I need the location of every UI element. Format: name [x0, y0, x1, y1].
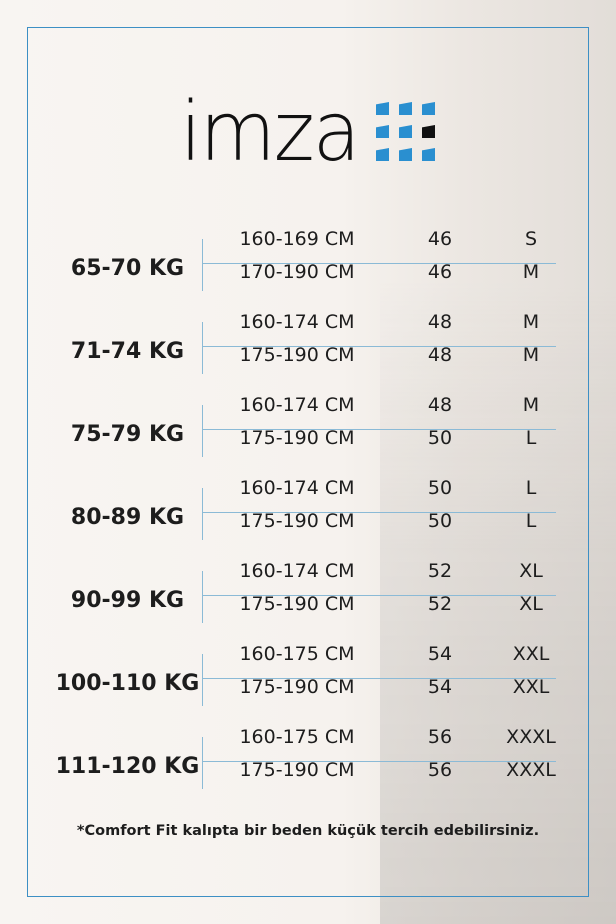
logo-square — [376, 148, 389, 161]
size-number: 50 — [427, 427, 453, 449]
divider-vertical — [202, 239, 203, 291]
size-letter: M — [522, 344, 540, 366]
size-letter: L — [525, 477, 537, 499]
weight-range: 100-110 KG — [55, 671, 200, 696]
size-letter: XXXL — [506, 726, 556, 748]
height-range: 160-175 CM — [239, 643, 355, 665]
height-range: 160-175 CM — [239, 726, 355, 748]
height-range: 175-190 CM — [239, 676, 355, 698]
divider-horizontal — [202, 512, 556, 513]
weight-group: 90-99 KG 160-174 CM 52 XL 175-190 CM 52 X… — [0, 560, 616, 637]
height-range: 160-174 CM — [239, 311, 355, 333]
logo-square — [376, 125, 389, 138]
logo-square — [422, 125, 435, 138]
logo-square — [422, 102, 435, 115]
size-number: 52 — [427, 593, 453, 615]
divider-vertical — [202, 322, 203, 374]
size-number: 56 — [427, 759, 453, 781]
size-number: 46 — [427, 228, 453, 250]
weight-range: 71-74 KG — [70, 339, 185, 364]
frame-border — [27, 27, 589, 897]
weight-group: 111-120 KG 160-175 CM 56 XXXL 175-190 CM … — [0, 726, 616, 803]
weight-range: 111-120 KG — [55, 754, 200, 779]
divider-vertical — [202, 488, 203, 540]
height-range: 160-174 CM — [239, 477, 355, 499]
weight-group: 65-70 KG 160-169 CM 46 S 170-190 CM 46 M — [0, 228, 616, 305]
weight-range: 65-70 KG — [70, 256, 185, 281]
divider-horizontal — [202, 678, 556, 679]
divider-horizontal — [202, 761, 556, 762]
weight-group: 75-79 KG 160-174 CM 48 M 175-190 CM 50 L — [0, 394, 616, 471]
height-range: 170-190 CM — [239, 261, 355, 283]
height-range: 175-190 CM — [239, 344, 355, 366]
height-range: 160-174 CM — [239, 394, 355, 416]
logo-square — [399, 102, 412, 115]
logo-square — [422, 148, 435, 161]
size-letter: XXL — [512, 643, 550, 665]
size-letter: L — [525, 510, 537, 532]
logo-grid-icon — [376, 102, 436, 162]
size-letter: XL — [519, 593, 543, 615]
divider-vertical — [202, 405, 203, 457]
size-number: 48 — [427, 344, 453, 366]
logo-square — [399, 125, 412, 138]
imza-logo: imza — [180, 85, 368, 180]
logo-square — [376, 102, 389, 115]
weight-group: 71-74 KG 160-174 CM 48 M 175-190 CM 48 M — [0, 311, 616, 388]
size-number: 48 — [427, 394, 453, 416]
divider-vertical — [202, 654, 203, 706]
divider-horizontal — [202, 429, 556, 430]
logo-square — [399, 148, 412, 161]
weight-range: 80-89 KG — [70, 505, 185, 530]
model-photo-background — [380, 0, 616, 924]
divider-horizontal — [202, 346, 556, 347]
size-number: 52 — [427, 560, 453, 582]
weight-range: 90-99 KG — [70, 588, 185, 613]
size-letter: S — [524, 228, 538, 250]
size-letter: XXL — [512, 676, 550, 698]
size-letter: L — [525, 427, 537, 449]
size-number: 54 — [427, 643, 453, 665]
size-letter: M — [522, 394, 540, 416]
size-number: 48 — [427, 311, 453, 333]
size-number: 56 — [427, 726, 453, 748]
height-range: 175-190 CM — [239, 593, 355, 615]
divider-vertical — [202, 737, 203, 789]
size-number: 54 — [427, 676, 453, 698]
divider-vertical — [202, 571, 203, 623]
height-range: 175-190 CM — [239, 759, 355, 781]
height-range: 160-169 CM — [239, 228, 355, 250]
divider-horizontal — [202, 595, 556, 596]
size-letter: XL — [519, 560, 543, 582]
fit-note: *Comfort Fit kalıpta bir beden küçük ter… — [76, 823, 540, 839]
height-range: 175-190 CM — [239, 427, 355, 449]
size-number: 50 — [427, 510, 453, 532]
size-letter: XXXL — [506, 759, 556, 781]
size-letter: M — [522, 311, 540, 333]
size-number: 46 — [427, 261, 453, 283]
height-range: 160-174 CM — [239, 560, 355, 582]
weight-group: 100-110 KG 160-175 CM 54 XXL 175-190 CM 5… — [0, 643, 616, 720]
logo-wordmark: imza — [180, 85, 360, 180]
divider-horizontal — [202, 263, 556, 264]
height-range: 175-190 CM — [239, 510, 355, 532]
weight-range: 75-79 KG — [70, 422, 185, 447]
weight-group: 80-89 KG 160-174 CM 50 L 175-190 CM 50 L — [0, 477, 616, 554]
size-letter: M — [522, 261, 540, 283]
size-number: 50 — [427, 477, 453, 499]
